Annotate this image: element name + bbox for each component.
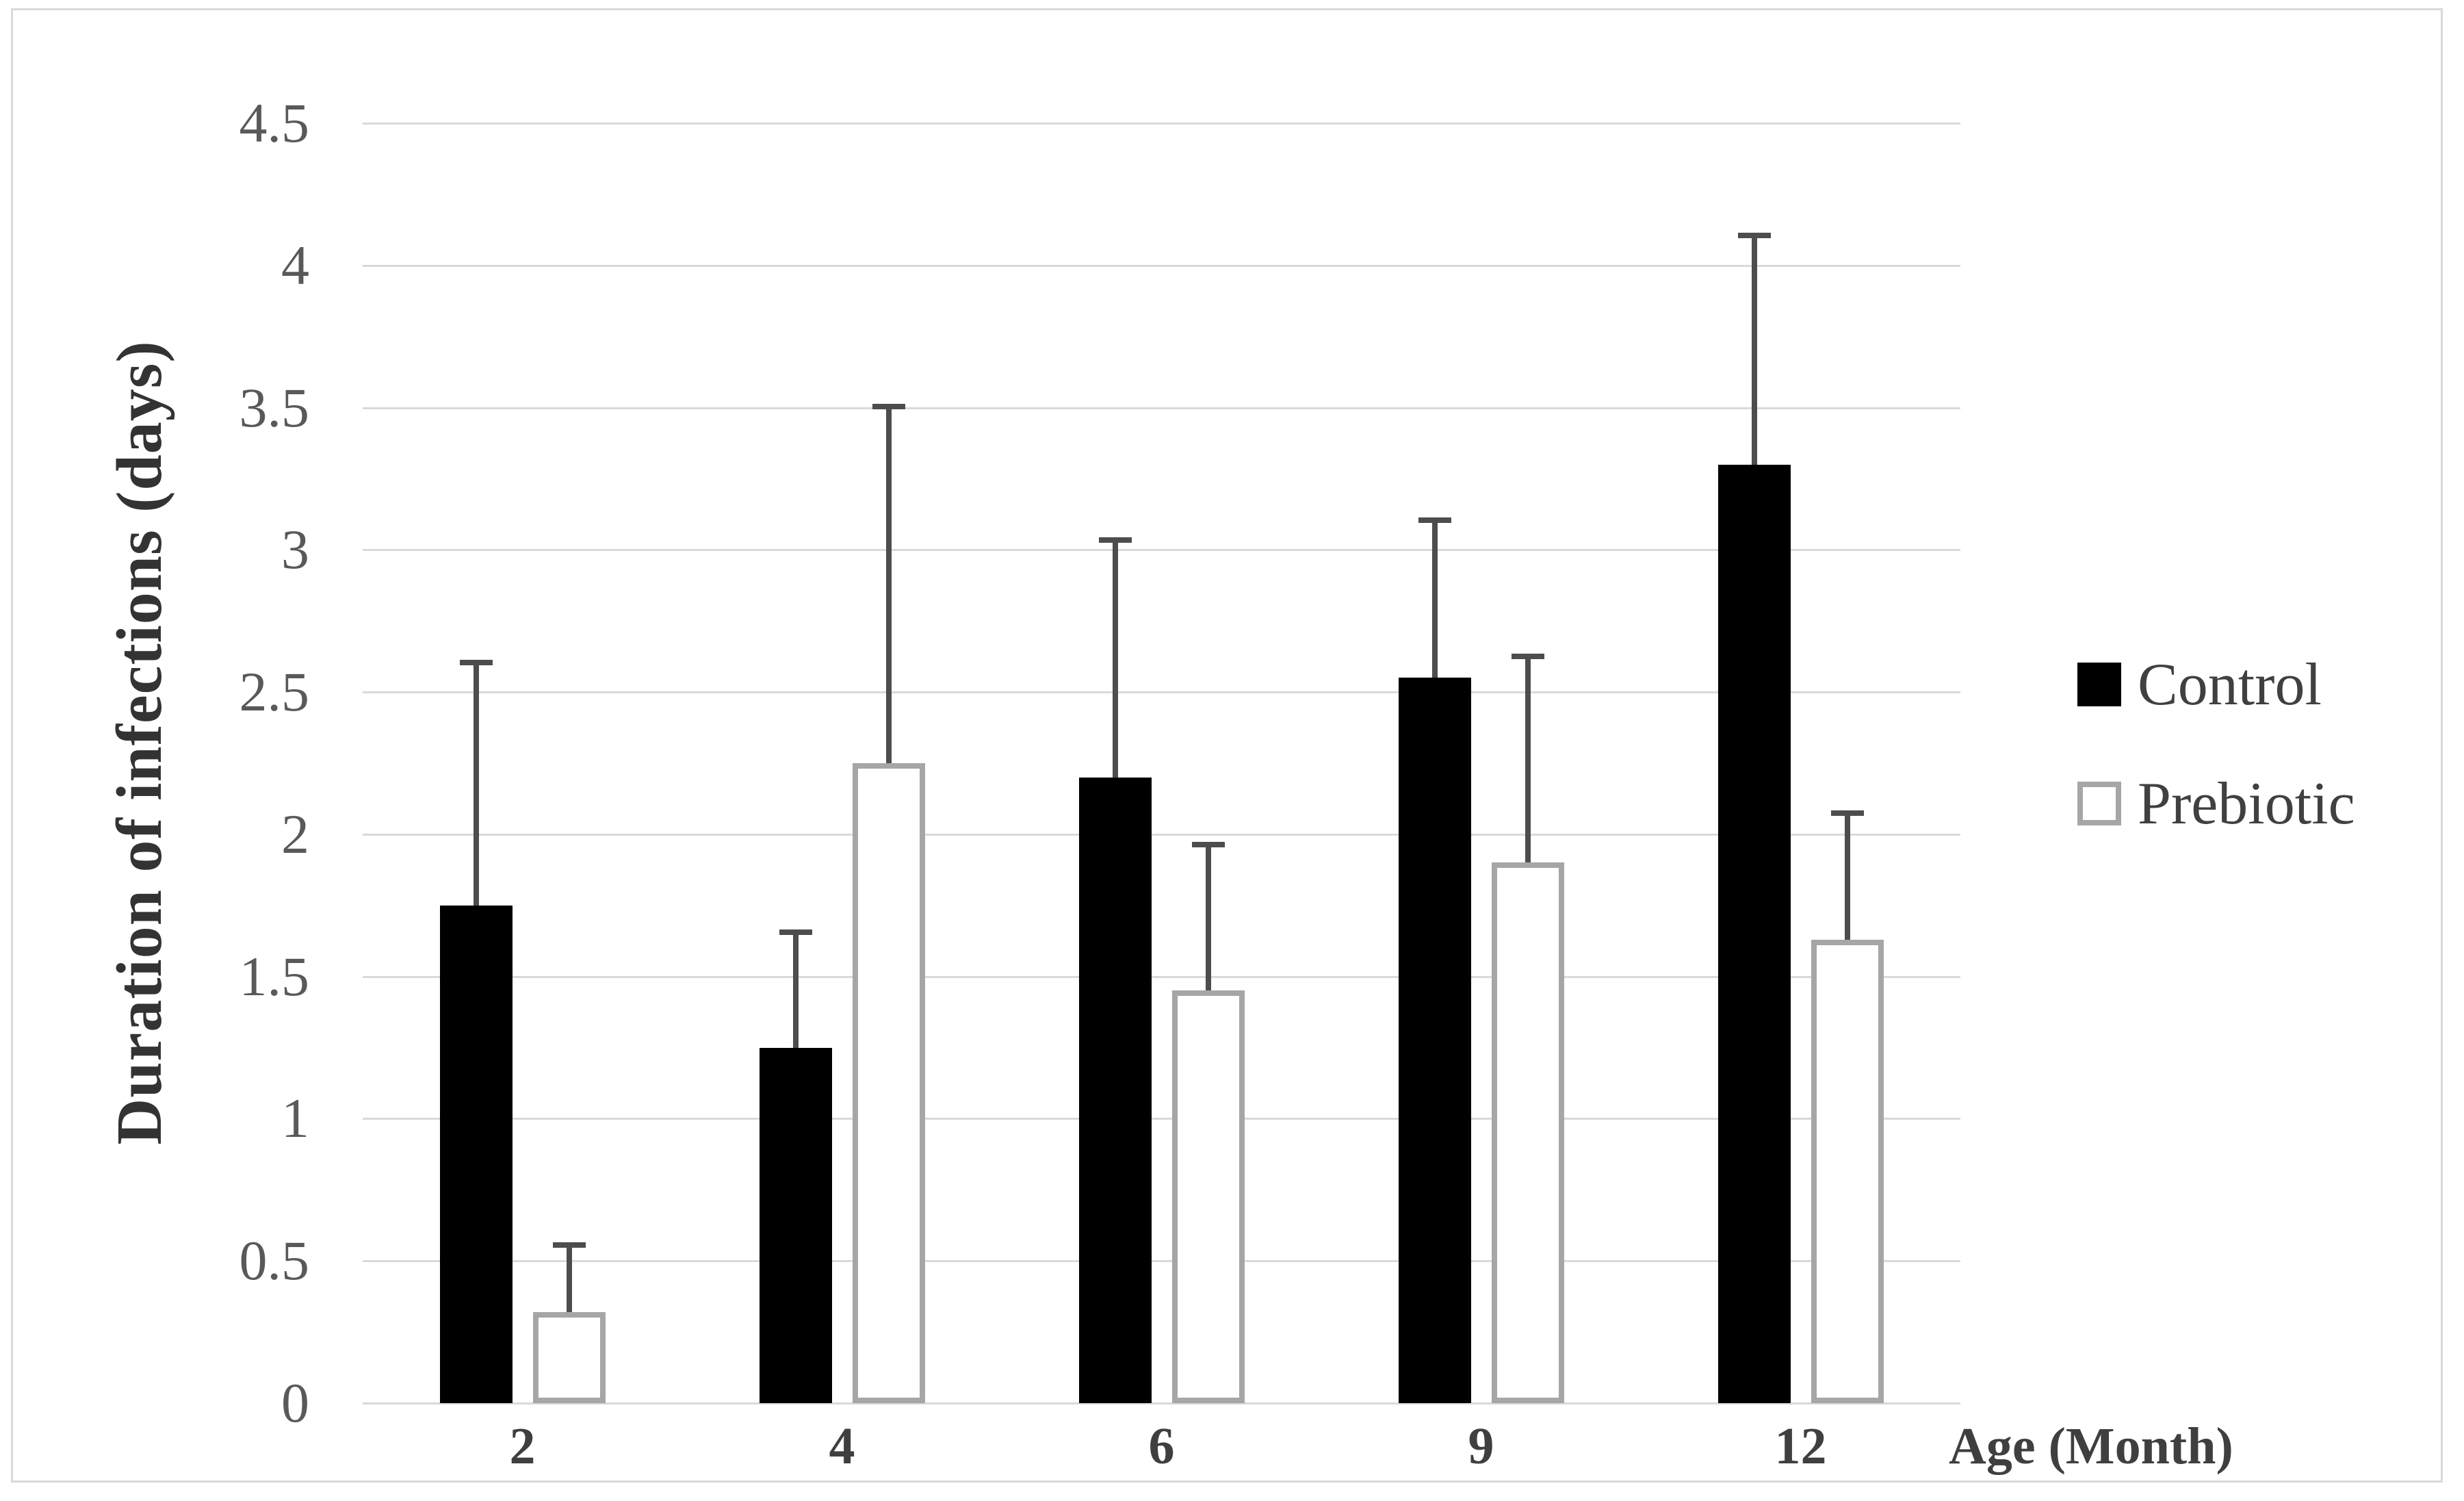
gridline-y-2.5: [363, 691, 1960, 694]
gridline-y-2: [363, 833, 1960, 836]
y-tick-label-2.5: 2.5: [239, 660, 310, 723]
error-bar-cap-prebiotic-2: [552, 1242, 586, 1248]
error-bar-cap-prebiotic-12: [1830, 810, 1864, 816]
gridline-y-4.5: [363, 123, 1960, 125]
legend-item-control: Control: [2077, 646, 2355, 723]
bar-prebiotic-12: [1811, 939, 1884, 1403]
error-bar-cap-control-12: [1737, 233, 1771, 239]
error-bar-prebiotic-12: [1844, 814, 1850, 940]
y-tick-label-3.5: 3.5: [239, 376, 310, 439]
gridline-y-1: [363, 1118, 1960, 1120]
error-bar-cap-control-2: [459, 659, 493, 665]
x-tick-label-4: 4: [829, 1417, 855, 1475]
error-bar-prebiotic-9: [1525, 658, 1531, 863]
y-tick-label-0: 0: [281, 1372, 309, 1434]
error-bar-control-6: [1112, 541, 1118, 778]
y-tick-label-4.5: 4.5: [239, 92, 310, 154]
bar-control-2: [439, 905, 513, 1403]
y-tick-label-0.5: 0.5: [239, 1229, 310, 1292]
x-tick-label-6: 6: [1148, 1417, 1175, 1475]
error-bar-cap-prebiotic-4: [872, 403, 905, 409]
bar-prebiotic-6: [1171, 990, 1245, 1403]
bar-control-4: [759, 1047, 832, 1403]
error-bar-prebiotic-4: [885, 407, 892, 763]
legend-item-prebiotic: Prebiotic: [2077, 765, 2355, 842]
y-axis-tick-labels: 0 0.5 1 1.5 2 2.5 3 3.5 4 4.5: [0, 0, 310, 1501]
error-bar-prebiotic-6: [1205, 845, 1211, 991]
error-bar-control-4: [792, 934, 799, 1048]
error-bar-cap-control-4: [779, 929, 812, 936]
gridline-y-3.5: [363, 407, 1960, 409]
y-tick-label-3: 3: [281, 518, 309, 581]
x-tick-label-12: 12: [1774, 1417, 1827, 1475]
legend: Control Prebiotic: [2077, 646, 2355, 842]
y-tick-label-4: 4: [281, 233, 309, 296]
error-bar-cap-control-6: [1098, 537, 1132, 543]
error-bar-cap-prebiotic-9: [1511, 654, 1544, 660]
bar-prebiotic-4: [852, 763, 925, 1403]
legend-label-control: Control: [2138, 651, 2322, 718]
y-tick-label-2: 2: [281, 802, 309, 865]
gridline-y-0.5: [363, 1260, 1960, 1263]
error-bar-prebiotic-2: [566, 1246, 572, 1312]
gridline-y-3: [363, 549, 1960, 552]
legend-swatch-prebiotic-icon: [2077, 782, 2121, 825]
bar-control-6: [1078, 777, 1152, 1403]
legend-swatch-control-icon: [2077, 663, 2121, 706]
legend-label-prebiotic: Prebiotic: [2138, 770, 2355, 837]
x-axis-title: Age (Month): [1949, 1417, 2233, 1475]
gridline-y-1.5: [363, 975, 1960, 978]
error-bar-control-9: [1431, 521, 1438, 678]
gridline-y-0: [363, 1402, 1960, 1404]
x-tick-label-9: 9: [1468, 1417, 1494, 1475]
y-tick-label-1: 1: [281, 1087, 309, 1150]
bar-control-12: [1717, 464, 1791, 1403]
x-tick-label-2: 2: [509, 1417, 536, 1475]
error-bar-control-2: [473, 663, 479, 906]
error-bar-cap-control-9: [1418, 517, 1451, 523]
bar-control-9: [1398, 678, 1471, 1403]
y-tick-label-1.5: 1.5: [239, 945, 310, 1008]
bar-prebiotic-9: [1491, 862, 1564, 1403]
error-bar-cap-prebiotic-6: [1191, 841, 1225, 847]
gridline-y-4: [363, 264, 1960, 267]
bar-prebiotic-2: [532, 1312, 606, 1403]
error-bar-control-12: [1751, 237, 1757, 465]
